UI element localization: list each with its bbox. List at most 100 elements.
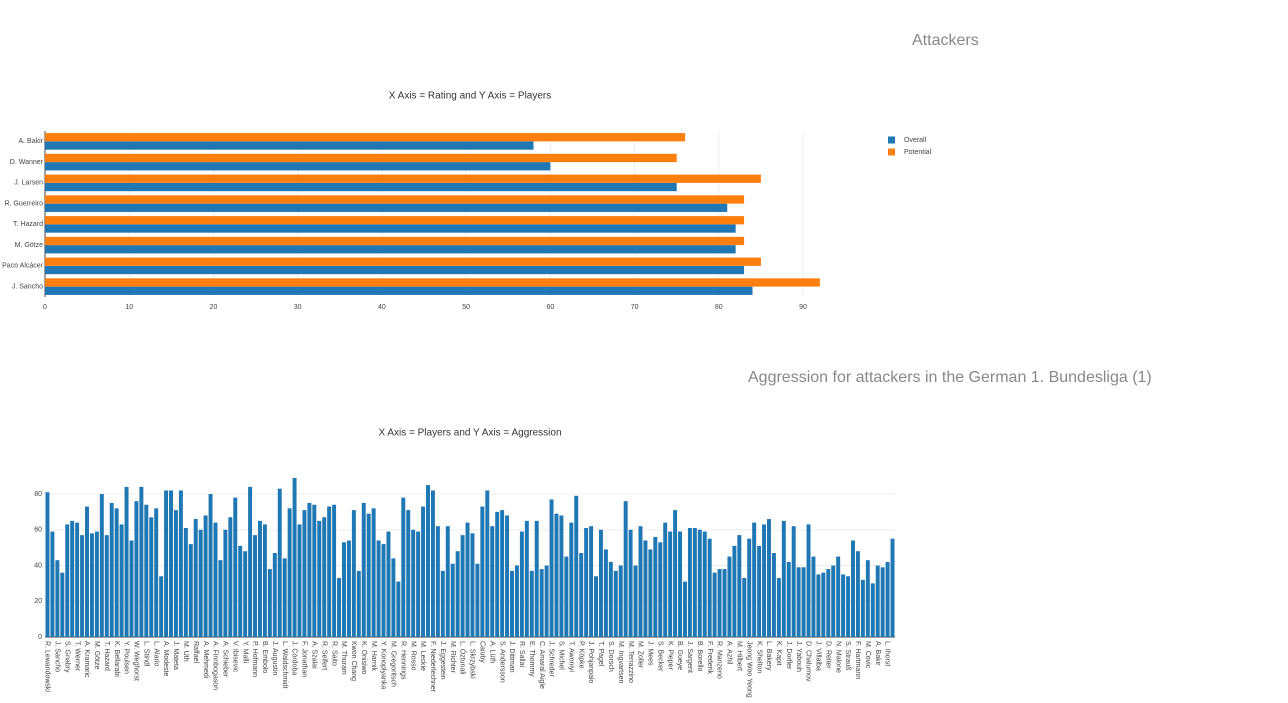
bar [396,581,401,637]
y-tick-label: Paco Alcácer [2,263,44,270]
bar [267,569,272,637]
x-tick-label: D. Reiter [824,641,831,669]
y-tick-label: 60 [34,527,42,534]
bar [426,485,430,637]
bar [401,497,406,637]
bar [391,558,396,637]
x-tick-label: M. Thuram [340,641,347,675]
x-tick-label: J. Dorfler [785,641,792,670]
bar [406,510,411,637]
x-tick-label: A. Schieber [222,641,229,678]
bar [45,224,736,233]
bar [109,502,114,637]
x-tick-label: S. Strauß [844,641,851,671]
bar [164,490,169,637]
x-tick-label: 10 [125,304,133,311]
bar [786,561,791,637]
bar [707,538,712,637]
bar [658,542,663,637]
x-tick-label: K. Bellarabi [113,641,120,677]
bar [208,494,213,637]
bar [633,565,638,637]
bar [450,563,455,637]
bar [223,529,228,637]
chart-title: X Axis = Rating and Y Axis = Players [389,91,552,102]
bar [445,526,450,637]
x-tick-label: J. Augustin [271,641,278,675]
bar [638,526,643,637]
bar [149,517,154,637]
bar [45,236,745,246]
bar [282,558,287,637]
bar [183,527,188,637]
x-tick-label: M. Zoller [637,641,644,669]
bar [297,524,302,637]
bar [307,502,312,637]
bar [455,551,460,637]
bar [475,563,480,637]
bar [411,529,416,637]
x-tick-label: P. Hofmann [251,641,258,677]
y-tick-label: D. Wanner [10,159,44,166]
bar [554,513,559,637]
x-tick-label: D. Chalumov [805,641,812,682]
x-tick-label: Raffael [192,641,199,663]
x-tick-label: 70 [631,304,639,311]
bar [865,560,870,637]
bar [653,536,658,637]
bar [440,570,445,637]
bar [435,526,440,637]
bar [342,542,346,637]
bar [608,561,613,637]
x-tick-label: Y. Konoplyanka [380,641,387,689]
bar [885,561,890,637]
bar [836,556,841,637]
x-tick-label: B. Embolo [261,641,268,673]
x-tick-label: A. Modeste [162,641,169,677]
heading: Attackers [912,32,979,49]
y-tick-label: 20 [34,598,42,605]
bar [663,522,668,637]
bar [870,583,875,637]
bar [762,524,767,637]
x-tick-label: M. Götze [93,641,100,670]
bar [801,567,806,637]
bar [534,520,539,637]
bar [60,572,65,637]
chart-title: X Axis = Players and Y Axis = Aggression [378,428,561,439]
bar [361,502,366,637]
bar [257,520,262,637]
bar [430,490,435,637]
y-tick-label: 40 [34,562,42,569]
bar [480,506,485,637]
x-tick-label: E. Thommy [528,641,535,677]
x-tick-label: L. Alario [152,641,159,666]
x-tick-label: S. Becker [656,641,663,672]
x-tick-label: M. Hilbert [735,641,742,671]
bar [564,556,569,637]
bar [495,511,500,637]
bar [846,576,851,637]
bar [643,540,648,637]
bar [421,506,426,637]
x-tick-label: R. Saito [330,641,337,666]
x-tick-label: J. Córdoba [291,641,298,675]
x-tick-label: L. Öztunali [459,641,467,675]
y-tick-label: R. Guerreiro [4,200,43,207]
y-tick-label: A. Bakir [18,138,43,145]
bar [623,501,628,637]
bar [539,569,544,637]
bar [45,257,761,266]
bar [628,529,633,637]
bar [781,520,786,637]
x-tick-label: J. Mateta [172,641,179,670]
bar [287,508,292,637]
x-tick-label: J. Eggestein [439,641,446,680]
x-tick-label: 90 [799,304,807,311]
bar [228,517,233,637]
bar [678,531,683,637]
bar [416,531,421,637]
bar [139,486,144,637]
x-tick-label: Jeong Woo Yeong [745,641,752,698]
